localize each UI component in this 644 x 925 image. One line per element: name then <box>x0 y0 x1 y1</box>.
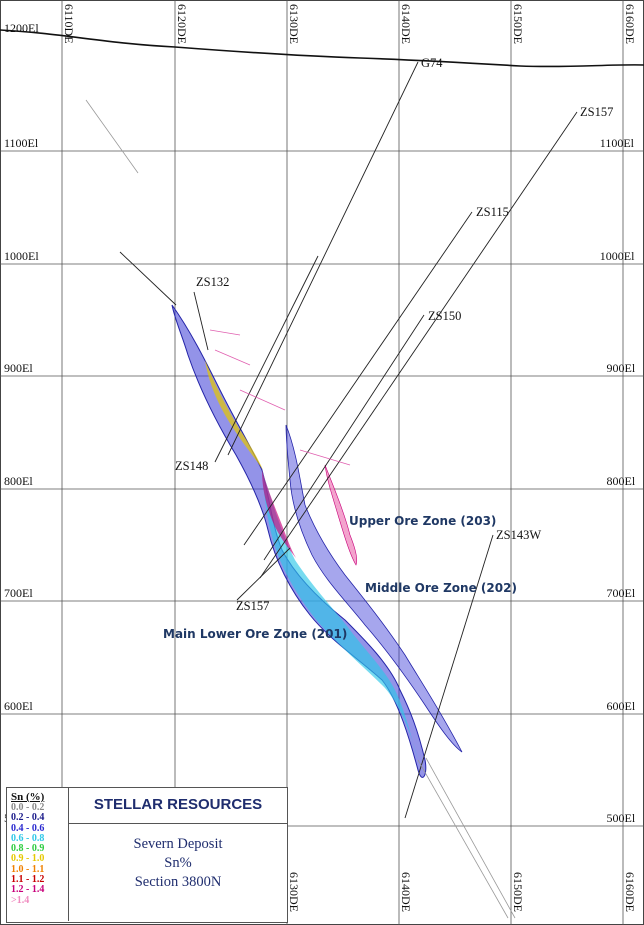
tick-c <box>239 389 286 411</box>
tick-a <box>209 329 241 336</box>
elevation-label-right: 900El <box>607 361 636 375</box>
drillhole-label: ZS150 <box>428 309 461 323</box>
ore-zones <box>171 304 463 778</box>
elevation-label-left: 600El <box>4 699 33 713</box>
legend-item: 0.9 - 1.0 <box>11 853 45 865</box>
legend-item: 1.0 - 1.1 <box>11 863 45 875</box>
drillhole-zs132-leader <box>193 291 209 351</box>
legend-item: 0.0 - 0.2 <box>11 802 45 813</box>
drillhole-traces <box>119 61 578 819</box>
tick-d <box>299 449 351 466</box>
topography-line <box>0 29 644 68</box>
ore-zone-label: Main Lower Ore Zone (201) <box>163 627 347 641</box>
legend-item: >1.4 <box>11 894 30 906</box>
legend-item: 0.4 - 0.6 <box>11 822 45 834</box>
legend-item: 1.2 - 1.4 <box>11 884 45 896</box>
ore-zone-label: Upper Ore Zone (203) <box>349 514 496 528</box>
drillhole-zs143w <box>404 534 494 819</box>
middle-ore-zone <box>285 424 463 753</box>
elevation-label-right: 1100El <box>600 136 635 150</box>
old-drillhole-b <box>417 759 509 919</box>
drillhole-zs157-upper <box>259 111 578 579</box>
easting-label-bottom: 6130DE <box>287 872 301 912</box>
upper-ore-zone <box>324 464 358 566</box>
drillhole-label: ZS157 <box>236 599 269 613</box>
section-name: Section 3800N <box>134 874 222 890</box>
elevation-label-right: 700El <box>607 586 636 600</box>
zone-labels: Upper Ore Zone (203) Middle Ore Zone (202… <box>163 514 517 641</box>
easting-label-bottom: 6160DE <box>623 872 637 912</box>
easting-label-bottom: 6140DE <box>399 872 413 912</box>
easting-label-top: 6140DE <box>399 4 413 44</box>
company-name: STELLAR RESOURCES <box>69 787 287 824</box>
easting-label-bottom: 6150DE <box>511 872 525 912</box>
drillhole-g74 <box>227 61 419 456</box>
legend-item: 0.8 - 0.9 <box>11 843 45 855</box>
tick-b <box>214 349 251 366</box>
drillhole-label: ZS115 <box>476 205 509 219</box>
grade-legend: Sn (%) 0.0 - 0.2 0.2 - 0.4 0.4 - 0.6 0.6 - … <box>6 791 68 906</box>
legend-item: 1.1 - 1.2 <box>11 874 45 886</box>
high-grade-lens-upper <box>205 360 263 470</box>
drillhole-zs115 <box>243 211 473 546</box>
elevation-label-left: 1000El <box>4 249 39 263</box>
easting-label-top: 6150DE <box>511 4 525 44</box>
elevation-label-right: 1000El <box>600 249 635 263</box>
legend-item: 0.2 - 0.4 <box>11 812 45 824</box>
deposit-name: Severn Deposit <box>133 836 223 852</box>
pink-intercept-ticks <box>209 329 351 466</box>
easting-label-top: 6120DE <box>175 4 189 44</box>
legend-title: Sn (%) <box>11 791 45 803</box>
easting-label-top: 6160DE <box>623 4 637 44</box>
elevation-label-left: 800El <box>4 474 33 488</box>
ore-zone-label: Middle Ore Zone (202) <box>365 581 517 595</box>
drillhole-zs150 <box>263 314 425 561</box>
elevation-label-right: 800El <box>607 474 636 488</box>
elevation-label-left: 700El <box>4 586 33 600</box>
easting-labels: 6110DE 6120DE 6130DE 6140DE 6150DE 6160DE 6130… <box>62 4 637 912</box>
title-block: STELLAR RESOURCES Severn Deposit Sn% Sec… <box>68 787 287 921</box>
old-drillhole-a <box>85 99 139 174</box>
elevation-label-left: 1200El <box>4 21 39 35</box>
drillhole-zs157-lower-leader <box>236 547 291 601</box>
drillhole-label: ZS143W <box>496 528 541 542</box>
drillhole-label: ZS148 <box>175 459 208 473</box>
drillhole-zs148 <box>214 255 319 463</box>
elevation-label-right: 500El <box>607 811 636 825</box>
elevation-label-left: 1100El <box>4 136 39 150</box>
drillhole-label: ZS157 <box>580 105 613 119</box>
drillhole-label: G74 <box>421 56 443 70</box>
measure-name: Sn% <box>164 855 192 871</box>
legend-items: 0.0 - 0.2 0.2 - 0.4 0.4 - 0.6 0.6 - 0.8 0.8 … <box>6 802 68 906</box>
section-info: Severn Deposit Sn% Section 3800N <box>69 835 287 892</box>
drillhole-labels: G74 ZS157 ZS115 ZS150 ZS132 ZS148 ZS157 ZS143W <box>175 56 613 613</box>
elevation-label-left: 900El <box>4 361 33 375</box>
legend-item: 0.6 - 0.8 <box>11 832 45 844</box>
drillhole-label: ZS132 <box>196 275 229 289</box>
drillhole-zs132-collar <box>119 251 177 306</box>
legend-panel <box>6 787 288 923</box>
easting-label-top: 6110DE <box>62 4 76 44</box>
easting-label-top: 6130DE <box>287 4 301 44</box>
elevation-label-right: 600El <box>607 699 636 713</box>
old-drillholes <box>85 99 516 919</box>
old-drillhole-c <box>425 757 516 919</box>
